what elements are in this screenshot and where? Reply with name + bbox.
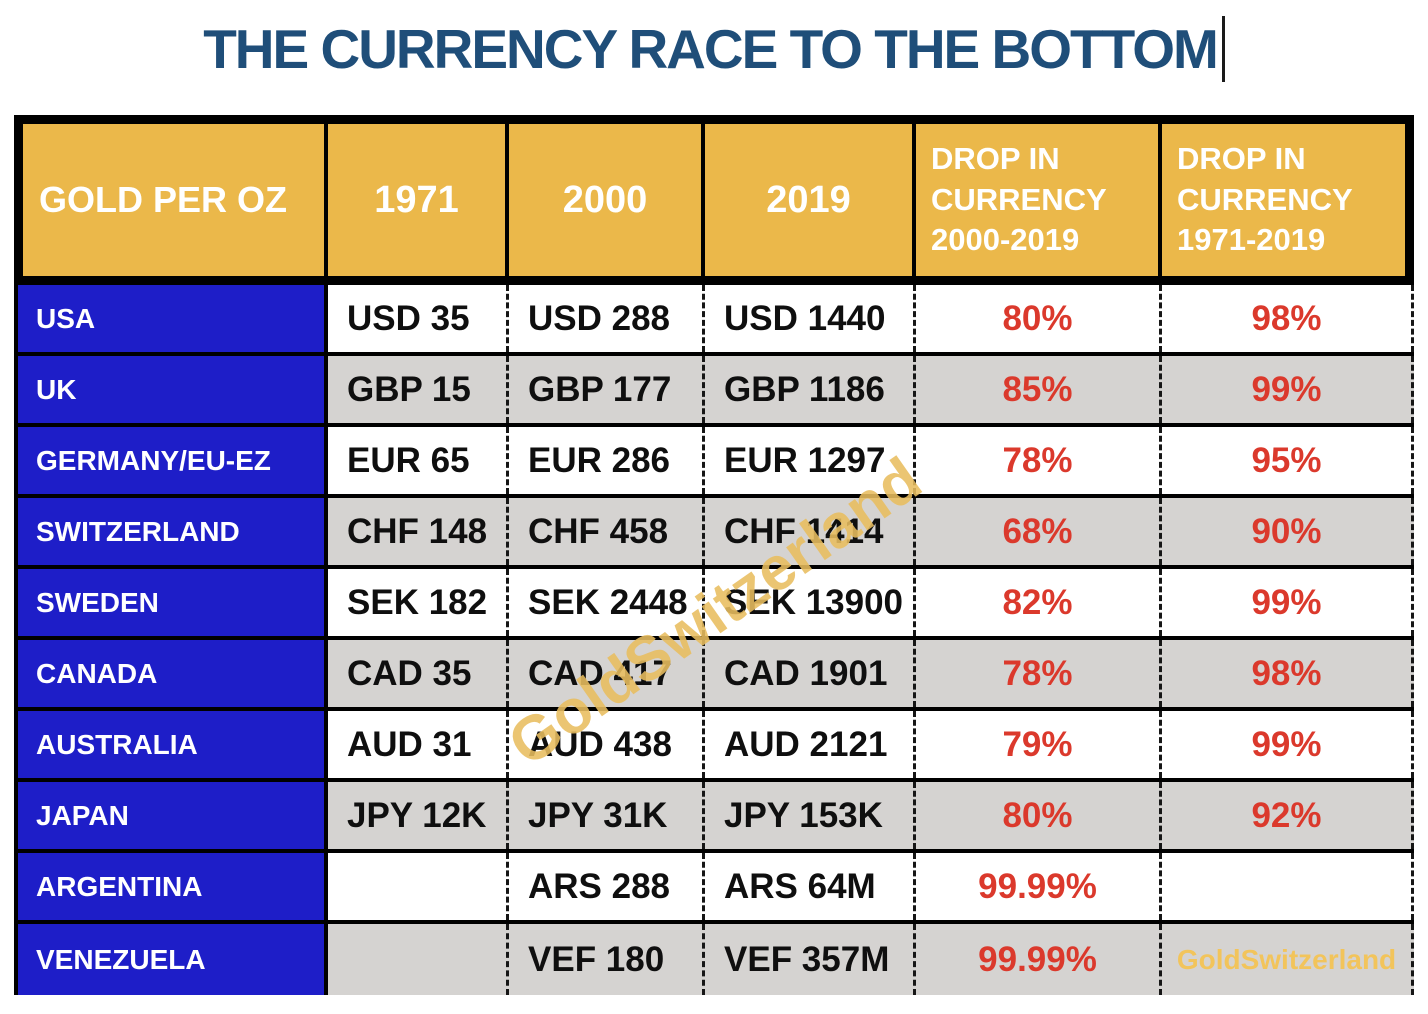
country-cell: JAPAN xyxy=(14,782,328,849)
table-row: USA USD 35 USD 288 USD 1440 80% 98% xyxy=(14,285,1414,356)
value-2019-cell: JPY 153K xyxy=(705,782,916,849)
value-2019-cell: EUR 1297 xyxy=(705,427,916,494)
drop-2000-2019-cell: 79% xyxy=(916,711,1162,778)
country-cell: GERMANY/EU-EZ xyxy=(14,427,328,494)
table-row: GERMANY/EU-EZ EUR 65 EUR 286 EUR 1297 78% 95% xyxy=(14,427,1414,498)
value-2019-cell: VEF 357M xyxy=(705,924,916,995)
drop-1971-2019-cell: 99% xyxy=(1162,356,1414,423)
drop-2000-2019-cell: 78% xyxy=(916,640,1162,707)
value-1971-cell: EUR 65 xyxy=(328,427,509,494)
value-2019-cell: ARS 64M xyxy=(705,853,916,920)
table-row: AUSTRALIA AUD 31 AUD 438 AUD 2121 79% 99% xyxy=(14,711,1414,782)
drop-2000-2019-cell: 82% xyxy=(916,569,1162,636)
drop-2000-2019-cell: 80% xyxy=(916,285,1162,352)
value-1971-cell xyxy=(328,853,509,920)
drop-2000-2019-cell: 99.99% xyxy=(916,924,1162,995)
table-row: VENEZUELA VEF 180 VEF 357M 99.99% GoldSwitze… xyxy=(14,924,1414,995)
drop-1971-2019-cell: 90% xyxy=(1162,498,1414,565)
drop-1971-2019-cell: 98% xyxy=(1162,285,1414,352)
table-row: ARGENTINA ARS 288 ARS 64M 99.99% xyxy=(14,853,1414,924)
value-2019-cell: CHF 1414 xyxy=(705,498,916,565)
value-1971-cell xyxy=(328,924,509,995)
value-1971-cell: CHF 148 xyxy=(328,498,509,565)
drop-1971-2019-cell: 99% xyxy=(1162,569,1414,636)
header-2000: 2000 xyxy=(509,124,705,276)
table-row: CANADA CAD 35 CAD 417 CAD 1901 78% 98% xyxy=(14,640,1414,711)
value-2000-cell: JPY 31K xyxy=(509,782,705,849)
page-title: THE CURRENCY RACE TO THE BOTTOM xyxy=(203,18,1219,80)
value-1971-cell: JPY 12K xyxy=(328,782,509,849)
value-1971-cell: SEK 182 xyxy=(328,569,509,636)
value-2019-cell: CAD 1901 xyxy=(705,640,916,707)
drop-1971-2019-cell: 99% xyxy=(1162,711,1414,778)
header-1971: 1971 xyxy=(328,124,509,276)
value-1971-cell: CAD 35 xyxy=(328,640,509,707)
table-row: SWITZERLAND CHF 148 CHF 458 CHF 1414 68% 90% xyxy=(14,498,1414,569)
drop-2000-2019-cell: 85% xyxy=(916,356,1162,423)
header-gold-per-oz: GOLD PER OZ xyxy=(23,124,328,276)
country-cell: VENEZUELA xyxy=(14,924,328,995)
brand-watermark: GoldSwitzerland xyxy=(1162,924,1414,995)
country-cell: AUSTRALIA xyxy=(14,711,328,778)
value-2000-cell: ARS 288 xyxy=(509,853,705,920)
drop-2000-2019-cell: 80% xyxy=(916,782,1162,849)
table-row: JAPAN JPY 12K JPY 31K JPY 153K 80% 92% xyxy=(14,782,1414,853)
value-2000-cell: VEF 180 xyxy=(509,924,705,995)
country-cell: CANADA xyxy=(14,640,328,707)
drop-2000-2019-cell: 78% xyxy=(916,427,1162,494)
table-body: USA USD 35 USD 288 USD 1440 80% 98% UK GBP 15 GB… xyxy=(14,285,1414,995)
table-row: SWEDEN SEK 182 SEK 2448 SEK 13900 82% 99% xyxy=(14,569,1414,640)
drop-1971-2019-cell: 98% xyxy=(1162,640,1414,707)
text-cursor xyxy=(1221,16,1225,82)
country-cell: SWEDEN xyxy=(14,569,328,636)
table-row: UK GBP 15 GBP 177 GBP 1186 85% 99% xyxy=(14,356,1414,427)
value-2000-cell: AUD 438 xyxy=(509,711,705,778)
header-2019: 2019 xyxy=(705,124,916,276)
value-1971-cell: GBP 15 xyxy=(328,356,509,423)
value-2000-cell: CHF 458 xyxy=(509,498,705,565)
drop-1971-2019-cell: 95% xyxy=(1162,427,1414,494)
value-2000-cell: USD 288 xyxy=(509,285,705,352)
country-cell: UK xyxy=(14,356,328,423)
drop-2000-2019-cell: 68% xyxy=(916,498,1162,565)
drop-2000-2019-cell: 99.99% xyxy=(916,853,1162,920)
value-2019-cell: GBP 1186 xyxy=(705,356,916,423)
country-cell: SWITZERLAND xyxy=(14,498,328,565)
value-2000-cell: SEK 2448 xyxy=(509,569,705,636)
value-1971-cell: USD 35 xyxy=(328,285,509,352)
drop-1971-2019-cell xyxy=(1162,853,1414,920)
header-drop-2000-2019: DROP IN CURRENCY 2000-2019 xyxy=(916,124,1162,276)
value-2019-cell: USD 1440 xyxy=(705,285,916,352)
value-2019-cell: AUD 2121 xyxy=(705,711,916,778)
table-header: GOLD PER OZ 1971 2000 2019 DROP IN CURRE… xyxy=(14,115,1414,285)
value-2000-cell: GBP 177 xyxy=(509,356,705,423)
header-drop-1971-2019: DROP IN CURRENCY 1971-2019 xyxy=(1177,140,1353,258)
value-1971-cell: AUD 31 xyxy=(328,711,509,778)
value-2019-cell: SEK 13900 xyxy=(705,569,916,636)
country-cell: ARGENTINA xyxy=(14,853,328,920)
page-title-wrap: THE CURRENCY RACE TO THE BOTTOM xyxy=(0,16,1428,82)
drop-1971-2019-cell: 92% xyxy=(1162,782,1414,849)
value-2000-cell: EUR 286 xyxy=(509,427,705,494)
country-cell: USA xyxy=(14,285,328,352)
value-2000-cell: CAD 417 xyxy=(509,640,705,707)
